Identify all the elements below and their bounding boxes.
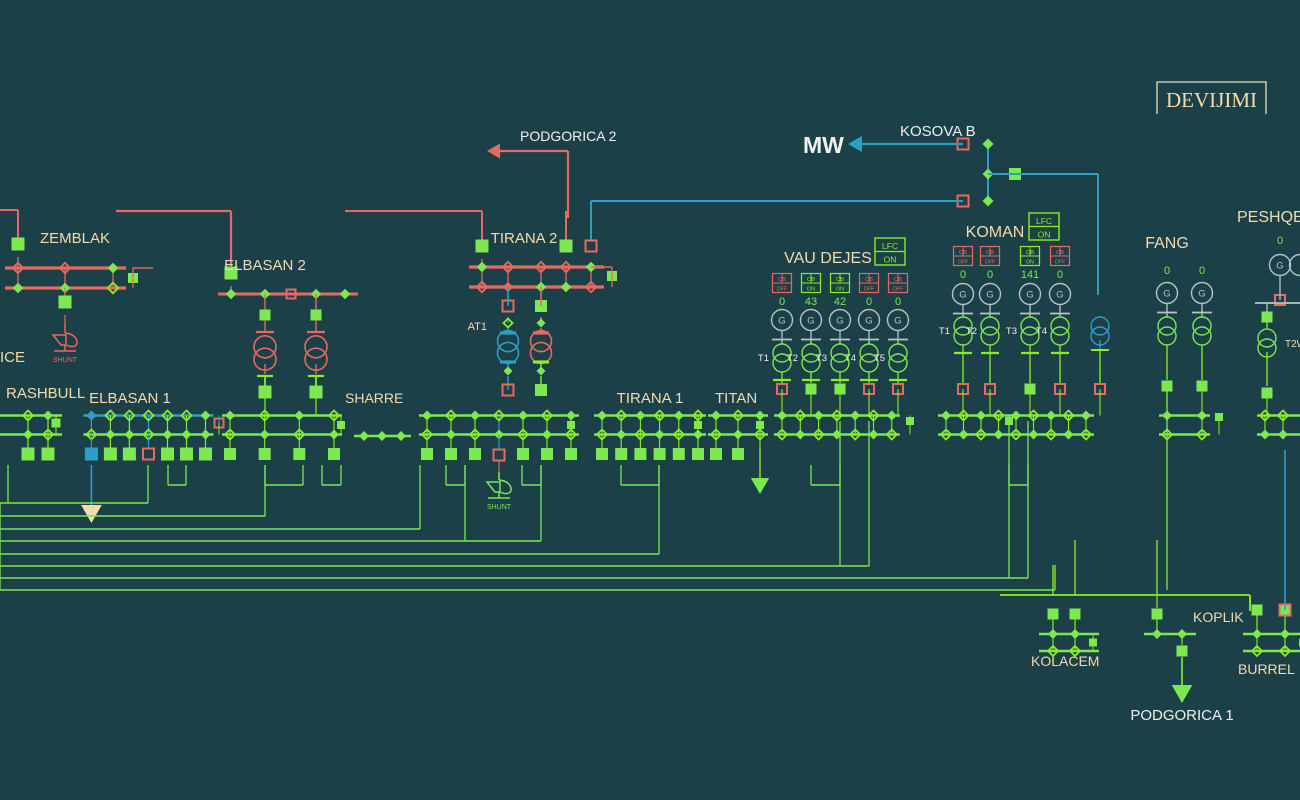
svg-text:KOMAN: KOMAN xyxy=(966,224,1025,241)
svg-text:G: G xyxy=(836,315,843,326)
svg-text:PODGORICA 1: PODGORICA 1 xyxy=(1130,707,1233,724)
svg-text:ON: ON xyxy=(807,287,815,293)
svg-text:G: G xyxy=(778,315,785,326)
svg-text:G: G xyxy=(894,315,901,326)
svg-text:T2: T2 xyxy=(787,353,798,364)
svg-text:ELBASAN 1: ELBASAN 1 xyxy=(89,390,171,407)
svg-text:CB: CB xyxy=(1056,250,1064,256)
svg-text:G: G xyxy=(1056,289,1063,300)
svg-text:KOPLIK: KOPLIK xyxy=(1193,609,1244,625)
svg-text:G: G xyxy=(1026,289,1033,300)
svg-text:OFF: OFF xyxy=(1055,260,1066,266)
svg-text:CB: CB xyxy=(807,277,815,283)
svg-text:ICE: ICE xyxy=(0,349,25,366)
svg-text:G: G xyxy=(986,289,993,300)
svg-text:KOSOVA B: KOSOVA B xyxy=(900,123,976,140)
svg-text:T3: T3 xyxy=(816,353,827,364)
svg-text:G: G xyxy=(959,289,966,300)
svg-text:T1: T1 xyxy=(758,353,769,364)
svg-text:141: 141 xyxy=(1021,269,1039,281)
svg-text:ELBASAN 2: ELBASAN 2 xyxy=(224,257,306,274)
svg-text:CB: CB xyxy=(836,277,844,283)
svg-text:VAU DEJES: VAU DEJES xyxy=(784,250,872,267)
svg-text:CB: CB xyxy=(986,250,994,256)
svg-text:DEVIJIMI: DEVIJIMI xyxy=(1166,88,1257,112)
svg-text:G: G xyxy=(1276,260,1283,271)
svg-text:MW: MW xyxy=(803,132,844,158)
svg-text:PODGORICA 2: PODGORICA 2 xyxy=(520,128,617,144)
svg-text:G: G xyxy=(865,315,872,326)
svg-text:SHUNT: SHUNT xyxy=(53,357,78,364)
svg-text:T4: T4 xyxy=(1036,326,1047,337)
svg-text:LFC: LFC xyxy=(882,241,898,251)
svg-text:0: 0 xyxy=(1057,269,1063,281)
svg-text:G: G xyxy=(1198,288,1205,299)
svg-text:KOLACEM: KOLACEM xyxy=(1031,653,1099,669)
svg-text:T4: T4 xyxy=(845,353,856,364)
svg-text:0: 0 xyxy=(866,296,872,308)
svg-text:0: 0 xyxy=(1199,265,1205,277)
svg-text:SHARRE: SHARRE xyxy=(345,390,403,406)
svg-text:T2W1: T2W1 xyxy=(1285,339,1300,350)
svg-text:0: 0 xyxy=(895,296,901,308)
svg-text:T1: T1 xyxy=(939,326,950,337)
svg-text:OFF: OFF xyxy=(864,287,875,293)
svg-text:ON: ON xyxy=(1026,260,1034,266)
svg-text:RASHBULL: RASHBULL xyxy=(6,385,85,402)
svg-text:0: 0 xyxy=(1164,265,1170,277)
svg-text:AT1: AT1 xyxy=(468,321,487,333)
svg-text:OFF: OFF xyxy=(985,260,996,266)
svg-text:SHUNT: SHUNT xyxy=(487,504,512,511)
svg-text:0: 0 xyxy=(960,269,966,281)
svg-text:ON: ON xyxy=(836,287,844,293)
svg-text:FANG: FANG xyxy=(1145,235,1189,252)
svg-text:ON: ON xyxy=(1038,230,1051,240)
svg-text:CB: CB xyxy=(1026,250,1034,256)
svg-text:0: 0 xyxy=(779,296,785,308)
svg-text:OFF: OFF xyxy=(777,287,788,293)
svg-text:BURREL: BURREL xyxy=(1238,661,1295,677)
svg-text:T2: T2 xyxy=(966,326,977,337)
svg-text:G: G xyxy=(807,315,814,326)
svg-text:PESHQE: PESHQE xyxy=(1237,209,1300,226)
svg-text:ZEMBLAK: ZEMBLAK xyxy=(40,230,110,247)
svg-text:G: G xyxy=(1163,288,1170,299)
svg-text:CB: CB xyxy=(959,250,967,256)
svg-text:T5: T5 xyxy=(874,353,885,364)
svg-text:TITAN: TITAN xyxy=(715,390,757,407)
svg-text:LFC: LFC xyxy=(1036,216,1052,226)
svg-text:T3: T3 xyxy=(1006,326,1017,337)
svg-text:42: 42 xyxy=(834,296,846,308)
svg-text:0: 0 xyxy=(1277,235,1283,247)
svg-text:CB: CB xyxy=(865,277,873,283)
svg-text:OFF: OFF xyxy=(893,287,904,293)
svg-text:CB: CB xyxy=(778,277,786,283)
svg-text:ON: ON xyxy=(884,255,897,265)
svg-text:CB: CB xyxy=(894,277,902,283)
svg-text:43: 43 xyxy=(805,296,817,308)
svg-text:TIRANA 1: TIRANA 1 xyxy=(617,390,684,407)
svg-text:0: 0 xyxy=(987,269,993,281)
svg-text:OFF: OFF xyxy=(958,260,969,266)
svg-text:TIRANA 2: TIRANA 2 xyxy=(491,230,558,247)
